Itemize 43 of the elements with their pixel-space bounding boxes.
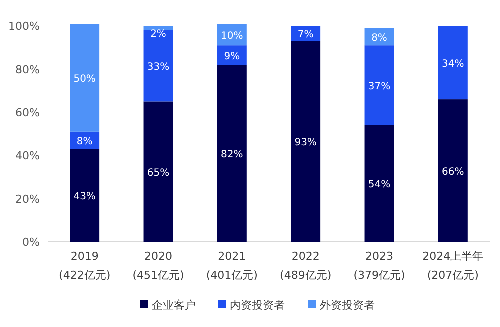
bar — [144, 102, 174, 242]
bar — [364, 46, 394, 126]
data-label: 7% — [298, 30, 314, 41]
bar — [144, 30, 174, 102]
data-label: 66% — [442, 166, 464, 178]
x-tick-label: 2020 (451亿元) — [132, 250, 184, 282]
data-label: 2% — [150, 29, 166, 40]
data-label: 33% — [147, 62, 170, 74]
data-label: 10% — [221, 30, 244, 42]
y-tick-label: 20% — [16, 192, 40, 206]
bar — [217, 65, 247, 242]
data-label: 93% — [294, 138, 317, 149]
bar — [291, 41, 321, 242]
y-tick-label: 0% — [22, 236, 40, 249]
data-label: 43% — [74, 192, 96, 203]
data-label: 37% — [368, 82, 391, 93]
data-label: 8% — [372, 32, 388, 44]
y-tick-label: 40% — [16, 150, 40, 163]
data-label: 54% — [368, 180, 391, 191]
x-tick-label: 2019 (422亿元) — [59, 250, 111, 282]
y-tick-label: 80% — [16, 63, 40, 76]
bar — [70, 24, 100, 132]
x-tick-label: 2023 (379亿元) — [354, 250, 406, 282]
bar — [70, 149, 100, 242]
legend-label: 内资投资者 — [230, 299, 285, 312]
bar — [438, 100, 468, 242]
bar — [438, 26, 468, 100]
x-tick-label: 2021 (401亿元) — [206, 250, 258, 282]
bar — [364, 125, 394, 242]
data-label: 9% — [224, 51, 240, 62]
data-label: 82% — [221, 150, 244, 161]
data-label: 50% — [74, 74, 96, 85]
x-tick-label: 2022 (489亿元) — [280, 250, 332, 282]
data-label: 65% — [147, 168, 170, 179]
y-tick-label: 60% — [16, 106, 40, 120]
bar — [144, 26, 174, 30]
legend-label: 企业客户 — [152, 299, 196, 312]
data-label: 34% — [442, 58, 464, 70]
data-label: 8% — [76, 136, 93, 148]
x-tick-label: 2024上半年 (207亿元) — [422, 250, 484, 282]
legend-label: 外资投资者 — [320, 299, 375, 312]
y-tick-label: 100% — [8, 20, 40, 34]
bar — [291, 26, 321, 42]
